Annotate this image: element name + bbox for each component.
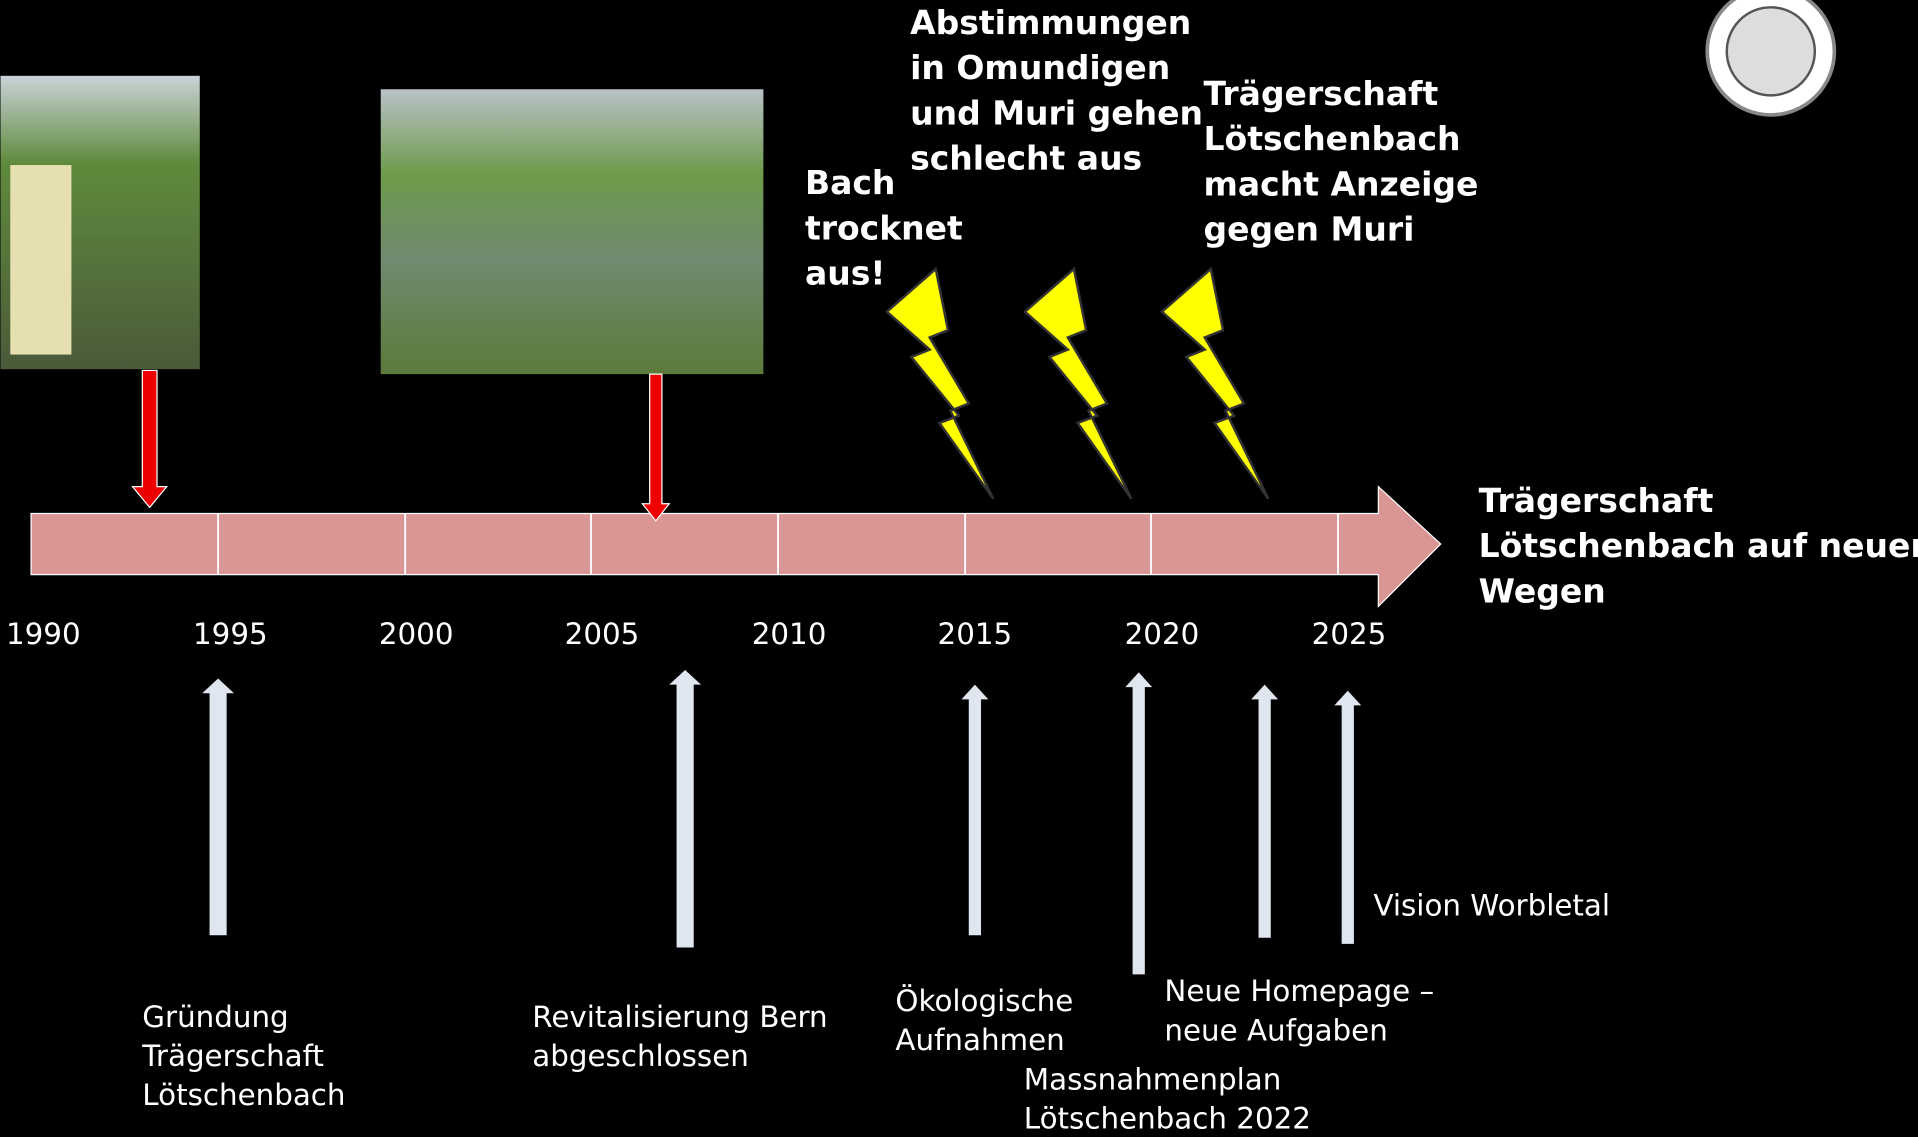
year-label: 2010 (752, 617, 827, 651)
end-label: Trägerschaft (1479, 481, 1714, 520)
up-arrow (1125, 672, 1152, 974)
logo-inner (1727, 7, 1815, 95)
event-label: neue Aufgaben (1164, 1013, 1387, 1047)
year-label: 1995 (193, 617, 268, 651)
year-label: 2005 (565, 617, 640, 651)
lightning-bolt (887, 269, 993, 499)
year-label: 2015 (938, 617, 1013, 651)
end-label: Wegen (1479, 571, 1606, 610)
red-arrows (133, 370, 670, 520)
warning-label: Trägerschaft (1204, 74, 1439, 113)
year-label: 2020 (1125, 617, 1200, 651)
up-arrow (669, 670, 701, 948)
warning-label: Lötschenbach (1204, 119, 1461, 158)
event-label: Massnahmenplan (1024, 1062, 1282, 1096)
year-label: 1990 (6, 617, 81, 651)
up-arrow (1251, 685, 1278, 938)
event-label: Lötschenbach (142, 1078, 345, 1112)
warning-label: macht Anzeige (1204, 164, 1479, 203)
end-label: Lötschenbach auf neuen (1479, 526, 1918, 565)
year-label: 2025 (1312, 617, 1387, 651)
event-label: Gründung (142, 1000, 288, 1034)
lightning-bolt (1025, 269, 1131, 499)
warning-label: trocknet (805, 208, 963, 247)
warning-label: gegen Muri (1204, 210, 1415, 249)
event-label: Trägerschaft (141, 1039, 324, 1073)
event-label: Vision Worbletal (1373, 889, 1610, 923)
event-label: Lötschenbach 2022 (1024, 1101, 1311, 1135)
photo-detail (10, 165, 71, 355)
warning-label: Bach (805, 163, 895, 202)
event-label: abgeschlossen (532, 1039, 749, 1073)
event-label: Neue Homepage – (1164, 974, 1434, 1008)
warning-label: aus! (805, 254, 885, 293)
timeline-slide: 1990 1995 2000 2005 2010 2015 2020 2025 Gründung… (0, 0, 1918, 1137)
photo (381, 89, 764, 374)
event-label: Ökologische (895, 983, 1073, 1018)
page: {"timeline": {"years": ["1990", "1995", … (0, 0, 1918, 1137)
year-label: 2000 (379, 617, 454, 651)
timeline-bar (31, 487, 1441, 607)
warning-label: in Omundigen (910, 48, 1170, 87)
warning-label: und Muri gehen (910, 93, 1203, 132)
warning-label: Abstimmungen (910, 3, 1191, 42)
event-label: Aufnahmen (895, 1023, 1064, 1057)
up-arrow (961, 685, 988, 936)
event-label: Revitalisierung Bern (532, 1000, 827, 1034)
up-arrow (202, 679, 234, 936)
warning-label: schlecht aus (910, 139, 1142, 178)
up-arrow (1334, 691, 1361, 944)
lightning-bolt (1162, 269, 1268, 499)
